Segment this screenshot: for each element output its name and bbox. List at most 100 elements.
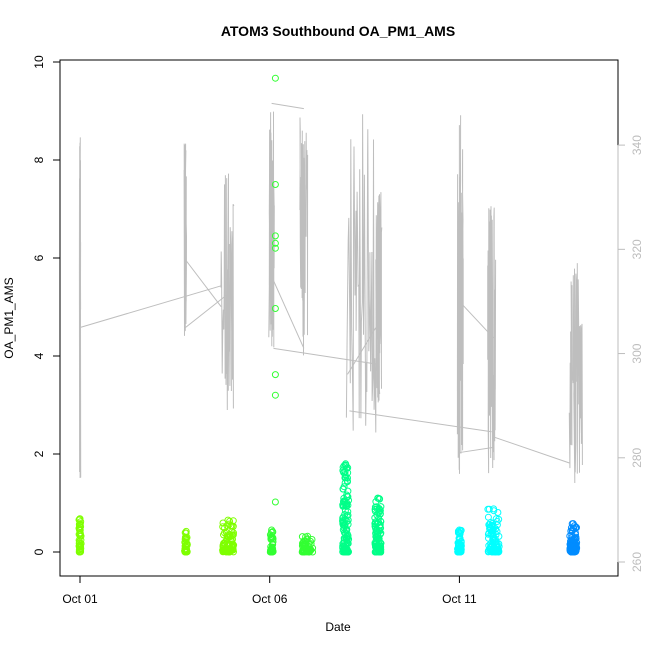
x-axis-label: Date [325,620,351,634]
data-point [571,529,579,537]
y-axis-label: OA_PM1_AMS [2,277,16,358]
data-point [228,542,236,550]
data-point [268,526,276,534]
data-point [339,501,347,509]
data-point-outlier [271,181,279,188]
trace-connector [493,436,570,464]
data-point [493,521,501,529]
data-point [339,547,347,554]
data-point [486,521,494,528]
data-point [298,533,306,541]
data-point [223,535,231,543]
data-point [227,535,235,543]
data-point [455,534,463,542]
data-point [456,530,464,538]
data-point [269,538,277,546]
trace-connector [347,327,377,375]
data-point [225,546,233,554]
data-point [75,548,83,556]
data-point [485,505,493,513]
data-point [181,547,189,554]
data-point [227,522,235,530]
data-point [569,520,577,528]
data-point [181,529,189,537]
trace-segment [375,192,383,403]
x-tick-label: Oct 11 [442,592,477,606]
data-point [494,543,502,551]
x-axis: Oct 01 Oct 06 Oct 11 [62,575,477,606]
data-point [344,508,352,516]
trace-connector [273,280,305,349]
data-point [304,532,312,540]
data-point [376,510,384,518]
data-point [489,527,497,535]
data-point [571,547,579,555]
data-point [340,462,348,470]
data-point-outlier [271,232,279,240]
data-point [343,533,351,541]
data-point [340,497,347,505]
data-point-outlier [271,305,279,312]
trace-segment [345,114,379,433]
data-point [572,533,580,541]
data-point [494,509,502,516]
right-tick-label: 260 [630,552,644,572]
data-point [485,534,492,542]
data-point [375,518,383,526]
data-point [182,537,190,545]
data-point [226,544,234,552]
data-point [182,527,190,535]
data-point-outlier [271,498,279,506]
data-point [490,505,498,513]
data-point [571,534,579,542]
trace-connector [185,259,222,307]
trace-connector [459,446,494,454]
data-point [374,543,382,551]
data-point [76,515,84,523]
data-point [228,546,236,554]
chart-title: ATOM3 Southbound OA_PM1_AMS [221,23,455,39]
data-point-outlier [271,244,279,252]
data-point [341,497,349,505]
trace-connector [79,285,222,328]
data-point [181,538,189,546]
data-point-outlier [271,74,279,82]
data-point [77,518,85,526]
data-point [494,546,502,554]
trace-connector [271,102,304,110]
data-point [568,539,576,547]
right-y-axis: 260 280 300 320 340 [617,135,644,572]
data-point [76,530,84,538]
data-point [341,516,349,524]
data-point [225,520,233,528]
data-point [343,548,351,556]
data-point [342,460,350,468]
data-point-outlier [271,391,279,399]
data-point [76,526,83,534]
data-point [342,525,350,533]
trace-segment [568,263,583,484]
plot-frame [59,59,619,577]
data-point [375,548,383,556]
data-point [486,545,494,553]
right-tick-label: 340 [630,135,644,155]
data-point [269,548,277,555]
data-point [300,541,308,549]
data-point [572,541,580,548]
right-tick-label: 280 [630,447,644,467]
data-point-outlier [271,371,279,379]
right-tick-label: 320 [630,239,644,259]
y-tick-label: 10 [32,55,46,69]
x-tick-label: Oct 06 [252,592,288,606]
data-point [373,503,381,511]
data-point [375,527,383,535]
data-point [373,519,381,527]
data-point [76,545,84,553]
y-tick-label: 0 [32,548,46,555]
y-tick-label: 4 [32,352,46,359]
trace-segment [268,111,275,348]
data-point [307,540,315,548]
trace-segment [220,173,235,411]
data-point [374,494,382,502]
